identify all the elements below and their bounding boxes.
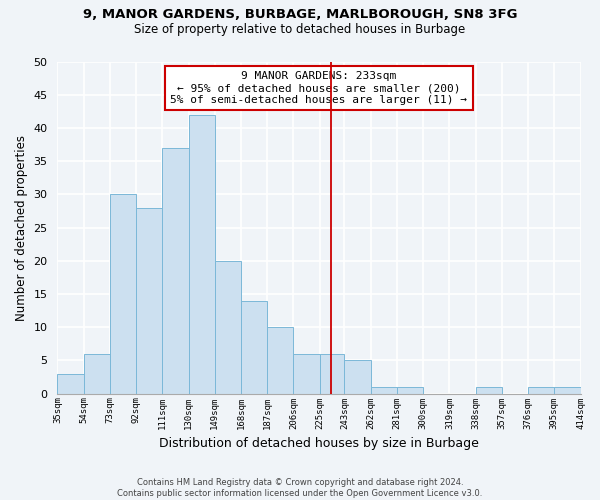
Bar [58, 374, 83, 394]
Text: Contains HM Land Registry data © Crown copyright and database right 2024.
Contai: Contains HM Land Registry data © Crown c… [118, 478, 482, 498]
Bar [476, 387, 502, 394]
Bar [554, 387, 581, 394]
Bar [188, 114, 215, 394]
Bar [371, 387, 397, 394]
Bar [344, 360, 371, 394]
Bar [110, 194, 136, 394]
Bar [215, 261, 241, 394]
Y-axis label: Number of detached properties: Number of detached properties [15, 134, 28, 320]
Bar [397, 387, 423, 394]
Bar [293, 354, 320, 394]
Bar [83, 354, 110, 394]
Text: 9, MANOR GARDENS, BURBAGE, MARLBOROUGH, SN8 3FG: 9, MANOR GARDENS, BURBAGE, MARLBOROUGH, … [83, 8, 517, 20]
Bar [241, 300, 267, 394]
Bar [320, 354, 344, 394]
Text: 9 MANOR GARDENS: 233sqm
← 95% of detached houses are smaller (200)
5% of semi-de: 9 MANOR GARDENS: 233sqm ← 95% of detache… [170, 72, 467, 104]
Bar [162, 148, 188, 394]
Bar [267, 327, 293, 394]
Bar [528, 387, 554, 394]
X-axis label: Distribution of detached houses by size in Burbage: Distribution of detached houses by size … [159, 437, 479, 450]
Text: Size of property relative to detached houses in Burbage: Size of property relative to detached ho… [134, 22, 466, 36]
Bar [136, 208, 162, 394]
